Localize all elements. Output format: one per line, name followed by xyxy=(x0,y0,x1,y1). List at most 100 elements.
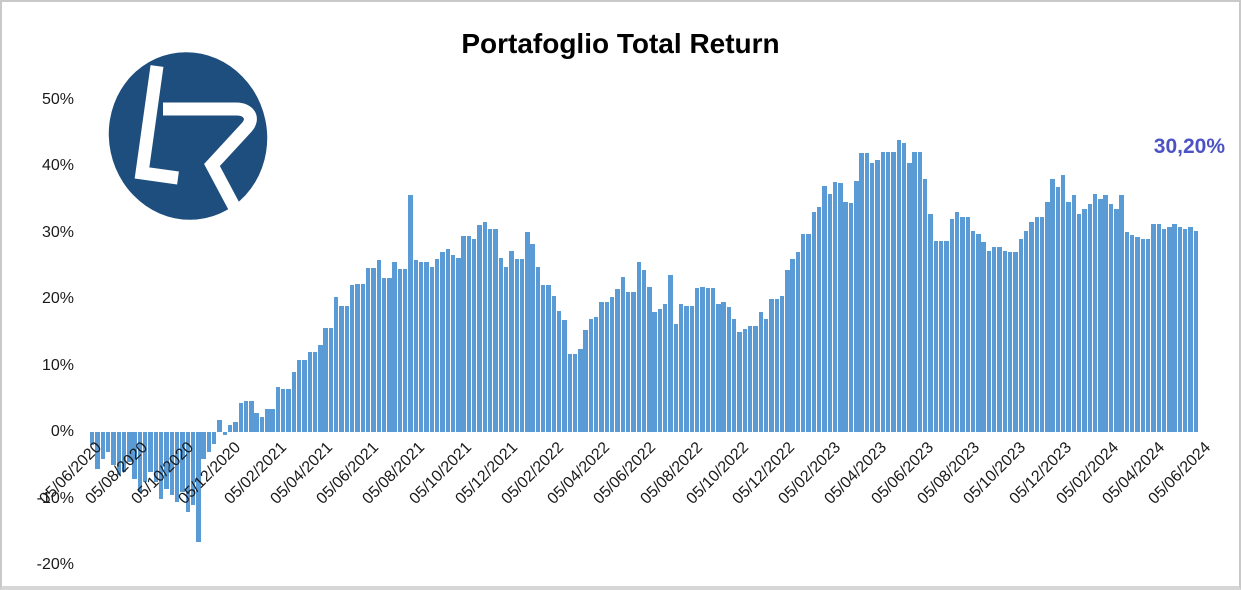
return-bar xyxy=(970,230,976,432)
return-bar xyxy=(901,143,907,432)
return-bar xyxy=(758,311,763,432)
return-bar xyxy=(503,267,509,432)
return-bar xyxy=(992,247,997,432)
return-bar xyxy=(265,408,270,432)
return-bar xyxy=(981,241,986,432)
return-bar xyxy=(440,251,445,432)
y-axis-label: 40% xyxy=(41,157,74,174)
return-bar xyxy=(95,432,100,469)
return-bar xyxy=(663,303,668,432)
return-bar xyxy=(737,332,742,433)
return-bar xyxy=(1071,195,1077,432)
return-bar xyxy=(1061,175,1066,432)
return-bar xyxy=(132,432,137,479)
return-bar xyxy=(1156,223,1161,432)
return-bar xyxy=(190,432,196,506)
return-bar xyxy=(164,432,169,489)
return-bar xyxy=(493,229,498,432)
y-axis-label: 10% xyxy=(41,356,74,374)
return-bar xyxy=(1076,213,1082,432)
return-bar xyxy=(939,240,944,432)
return-bar xyxy=(1103,195,1108,432)
return-bar xyxy=(885,152,891,432)
logo-lr-icon xyxy=(108,52,268,220)
return-bar xyxy=(546,285,551,432)
return-bar xyxy=(880,152,886,432)
return-bar xyxy=(811,211,817,432)
return-bar xyxy=(1130,235,1135,432)
return-bar xyxy=(774,299,779,432)
return-bar xyxy=(328,328,334,432)
return-bar xyxy=(631,291,636,432)
return-bar xyxy=(933,240,939,432)
return-bar xyxy=(1039,217,1045,432)
return-bar xyxy=(466,235,472,432)
return-bar xyxy=(418,261,424,432)
return-bar xyxy=(355,283,360,432)
return-bar xyxy=(763,318,769,432)
y-axis-label: -10% xyxy=(36,489,74,507)
return-bar xyxy=(641,270,647,432)
return-bar xyxy=(976,233,981,432)
return-bar xyxy=(870,163,875,432)
return-bar xyxy=(986,250,992,432)
return-bar xyxy=(694,288,700,432)
return-bar xyxy=(397,269,403,432)
return-bar xyxy=(1177,226,1183,432)
return-bar xyxy=(487,229,493,432)
return-bar xyxy=(668,275,673,432)
return-bar xyxy=(1108,203,1114,432)
return-bar xyxy=(1002,250,1008,432)
return-bar xyxy=(779,295,785,432)
return-bar xyxy=(1082,208,1087,432)
return-bar xyxy=(180,432,185,492)
return-bar xyxy=(572,353,578,432)
return-bar xyxy=(726,307,732,432)
return-bar xyxy=(514,259,519,432)
return-bar xyxy=(684,305,689,432)
return-bar xyxy=(700,287,705,432)
return-bar xyxy=(944,240,949,432)
return-bar xyxy=(1188,227,1193,432)
return-bar xyxy=(148,432,153,472)
y-axis-label: -20% xyxy=(36,556,74,573)
return-bar xyxy=(307,351,312,432)
return-bar xyxy=(790,259,795,432)
return-bar xyxy=(498,258,503,432)
return-bar xyxy=(174,432,180,502)
return-bar xyxy=(334,297,339,432)
return-bar xyxy=(212,432,217,444)
return-bar xyxy=(822,185,827,432)
return-bar xyxy=(678,303,684,432)
return-bar xyxy=(1045,201,1050,432)
return-bar xyxy=(296,360,302,432)
return-bar xyxy=(456,257,461,432)
return-bar xyxy=(907,163,912,432)
return-bar xyxy=(158,432,164,499)
return-bar xyxy=(965,217,970,432)
return-bar xyxy=(196,432,201,542)
return-bar xyxy=(525,231,530,432)
return-bar xyxy=(928,213,933,432)
return-bar xyxy=(153,432,159,482)
return-bar xyxy=(562,320,567,432)
return-bar xyxy=(599,302,604,432)
y-axis-label: 30% xyxy=(41,223,74,241)
return-bar xyxy=(997,247,1002,432)
return-bar xyxy=(169,432,174,496)
return-bar xyxy=(185,432,190,512)
return-bar xyxy=(1029,221,1034,432)
return-bar xyxy=(1145,238,1151,432)
return-bar xyxy=(137,432,143,492)
return-bar xyxy=(472,239,477,432)
return-bar xyxy=(323,328,328,432)
return-bar xyxy=(1066,201,1071,432)
return-bar xyxy=(482,221,488,432)
return-bar xyxy=(376,260,381,432)
return-bar xyxy=(716,303,721,432)
return-bar xyxy=(530,243,535,432)
return-bar xyxy=(1172,223,1177,432)
return-bar xyxy=(652,312,657,432)
return-bar xyxy=(143,432,148,482)
